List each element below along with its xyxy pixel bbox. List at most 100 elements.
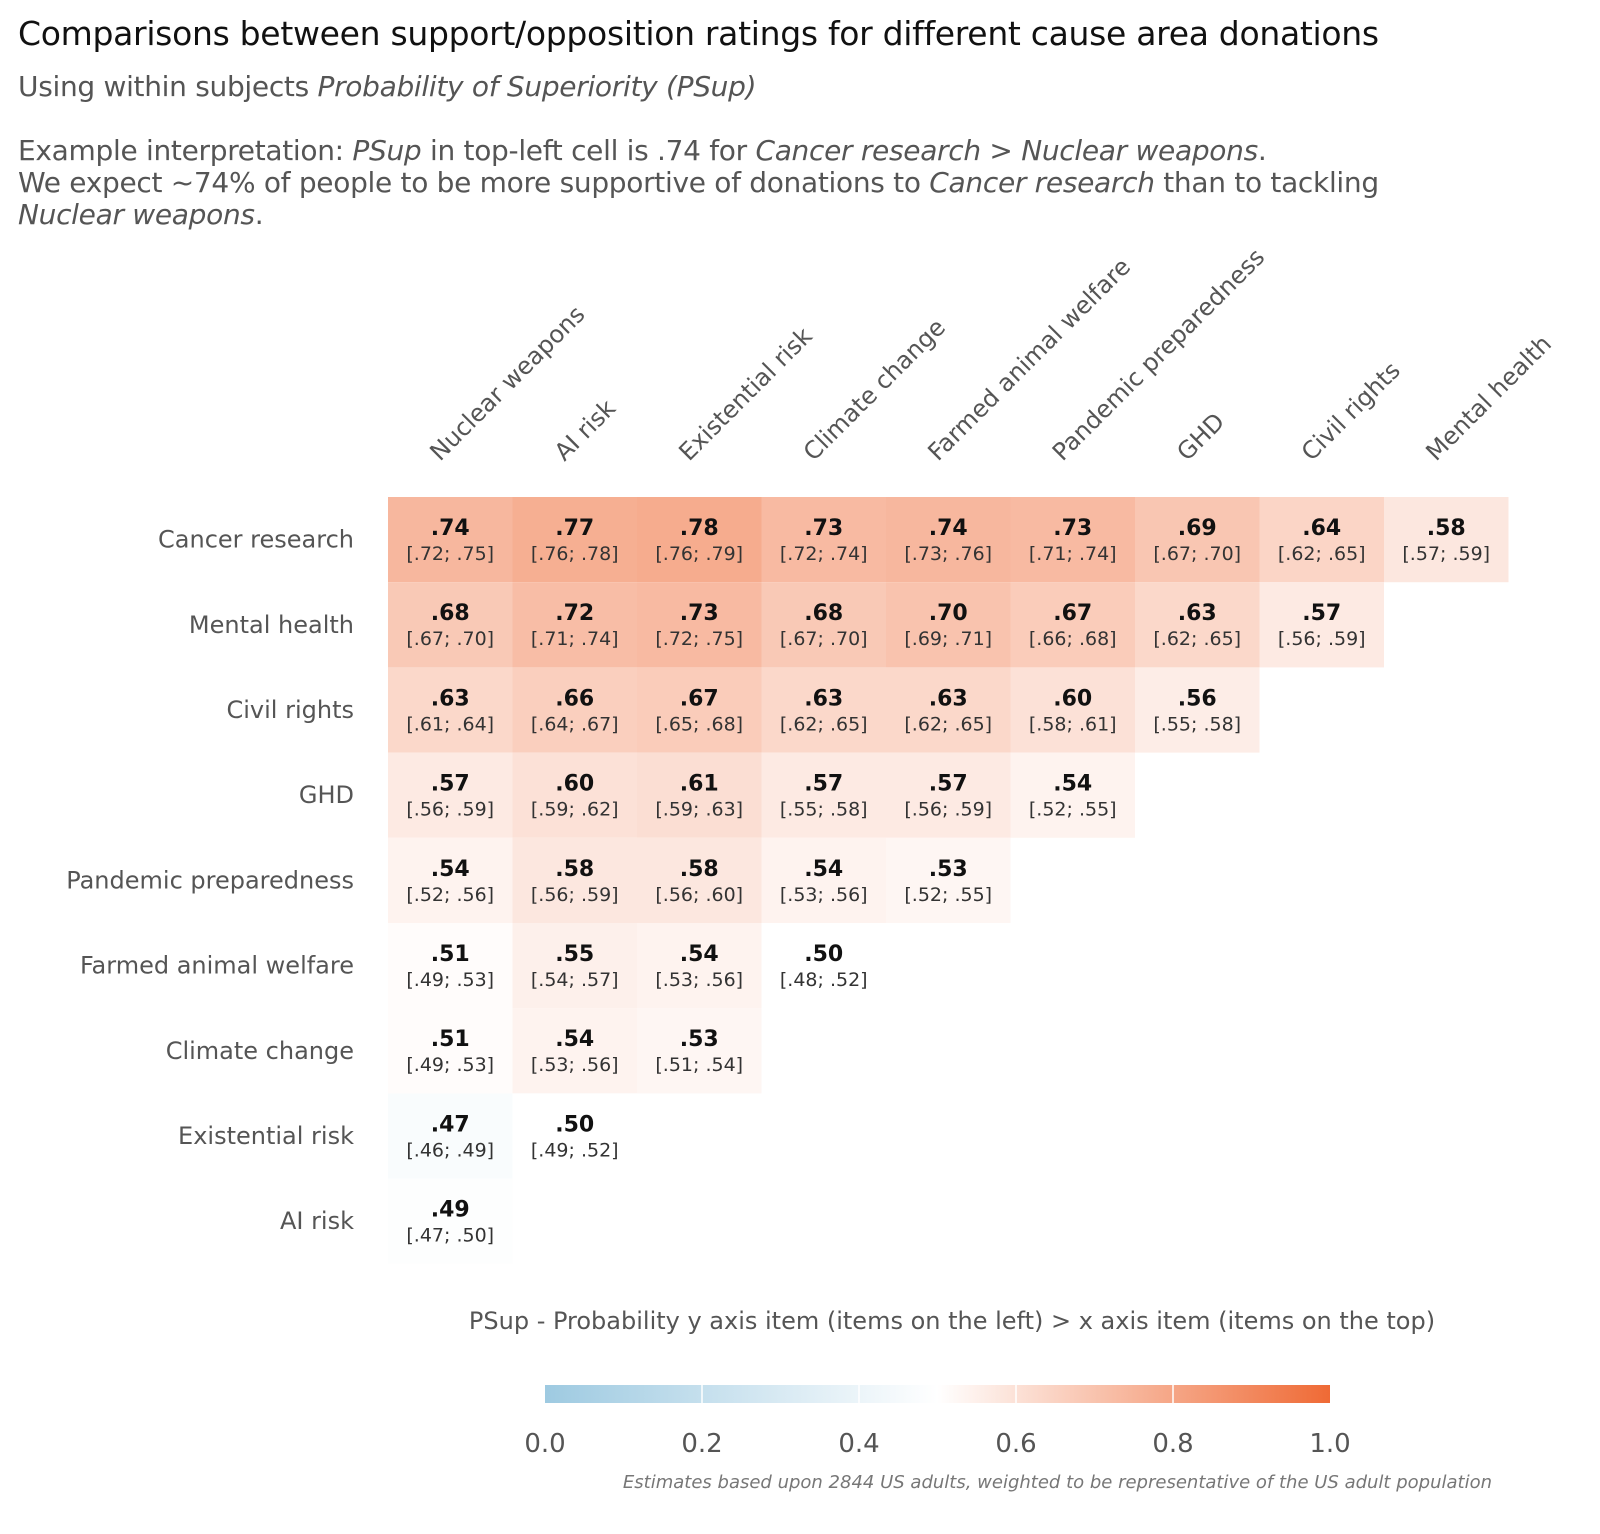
cell-value-label: .57: [1302, 601, 1341, 626]
x-axis-label: GHD: [1171, 407, 1230, 466]
cell-interval-label: [.67; .70]: [780, 628, 868, 650]
colorbar-ticks: 0.0 0.2 0.4 0.6 0.8 1.0: [524, 1385, 1351, 1459]
interpretation-note: Example interpretation: PSup in top-left…: [18, 135, 1518, 231]
cell-interval-label: [.51; .54]: [655, 1054, 743, 1076]
heatmap-cell: [388, 752, 513, 838]
cell-value-label: .74: [431, 516, 470, 541]
cell-interval-label: [.49; .52]: [531, 1139, 619, 1161]
heatmap-cell: [388, 1093, 513, 1179]
cell-interval-label: [.48; .52]: [780, 969, 868, 991]
heatmap-cell: [1135, 667, 1260, 753]
chart-title: Comparisons between support/opposition r…: [18, 14, 1379, 53]
heatmap-cell: [388, 1008, 513, 1094]
cell-interval-label: [.49; .53]: [406, 1054, 494, 1076]
cell-value-label: .60: [555, 772, 594, 797]
heatmap-cell: [761, 582, 886, 668]
cell-interval-label: [.71; .74]: [531, 628, 619, 650]
heatmap-cell: [637, 752, 762, 838]
subtitle-italic: Probability of Superiority (PSup): [317, 70, 757, 103]
cell-interval-label: [.62; .65]: [1278, 543, 1366, 565]
x-axis-label: Pandemic preparedness: [1047, 243, 1270, 466]
y-axis-label: Existential risk: [178, 1122, 354, 1150]
note-segment: PSup: [352, 134, 422, 167]
cell-interval-label: [.55; .58]: [780, 799, 868, 821]
x-axis-label: Farmed animal welfare: [922, 253, 1136, 467]
cell-interval-label: [.67; .70]: [1153, 543, 1241, 565]
cell-interval-label: [.52; .56]: [406, 884, 494, 906]
cell-interval-label: [.72; .75]: [655, 628, 743, 650]
cell-interval-label: [.47; .50]: [406, 1225, 494, 1247]
cell-interval-label: [.71; .74]: [1029, 543, 1117, 565]
footer-note: Estimates based upon 2844 US adults, wei…: [622, 1472, 1492, 1493]
cell-interval-label: [.59; .63]: [655, 799, 743, 821]
cell-value-label: .54: [555, 1027, 594, 1052]
heatmap-cells: .74[.72; .75].77[.76; .78].78[.76; .79].…: [388, 497, 1509, 1264]
cell-value-label: .73: [1053, 516, 1092, 541]
colorbar-tick-label: 0.0: [524, 1429, 565, 1459]
cell-interval-label: [.73; .76]: [904, 543, 992, 565]
cell-value-label: .58: [1427, 516, 1466, 541]
heatmap-cell: [637, 923, 762, 1009]
cell-interval-label: [.59; .62]: [531, 799, 619, 821]
cell-value-label: .55: [555, 942, 594, 967]
heatmap-cell: [761, 752, 886, 838]
colorbar-tick-label: 0.4: [838, 1429, 879, 1459]
heatmap-cell: [388, 497, 513, 583]
cell-interval-label: [.76; .78]: [531, 543, 619, 565]
cell-value-label: .51: [431, 1027, 470, 1052]
cell-interval-label: [.72; .74]: [780, 543, 868, 565]
heatmap-cell: [637, 582, 762, 668]
heatmap-cell: [1259, 497, 1384, 583]
y-axis-label: Pandemic preparedness: [66, 866, 354, 894]
colorbar-tick-label: 1.0: [1309, 1429, 1350, 1459]
cell-value-label: .51: [431, 942, 470, 967]
heatmap-cell: [1010, 582, 1135, 668]
x-axis-label: AI risk: [549, 394, 621, 466]
cell-interval-label: [.58; .61]: [1029, 713, 1117, 735]
cell-value-label: .54: [431, 857, 470, 882]
cell-interval-label: [.72; .75]: [406, 543, 494, 565]
cell-interval-label: [.64; .67]: [531, 713, 619, 735]
cell-interval-label: [.67; .70]: [406, 628, 494, 650]
cell-value-label: .73: [804, 516, 843, 541]
cell-interval-label: [.52; .55]: [1029, 799, 1117, 821]
y-axis-label: Cancer research: [158, 526, 354, 554]
cell-value-label: .78: [680, 516, 719, 541]
cell-value-label: .74: [929, 516, 968, 541]
cell-interval-label: [.52; .55]: [904, 884, 992, 906]
cell-interval-label: [.55; .58]: [1153, 713, 1241, 735]
cell-value-label: .49: [431, 1198, 470, 1223]
cell-interval-label: [.65; .68]: [655, 713, 743, 735]
y-axis-label: Farmed animal welfare: [80, 952, 354, 980]
y-axis-labels: Cancer research Mental health Civil rights…: [66, 526, 354, 1236]
note-line-3: Nuclear weapons.: [18, 199, 1518, 231]
cell-value-label: .57: [804, 772, 843, 797]
cell-value-label: .72: [555, 601, 594, 626]
cell-interval-label: [.76; .79]: [655, 543, 743, 565]
cell-interval-label: [.66; .68]: [1029, 628, 1117, 650]
note-segment: .: [254, 198, 264, 231]
cell-interval-label: [.46; .49]: [406, 1139, 494, 1161]
heatmap-cell: [512, 667, 637, 753]
cell-value-label: .70: [929, 601, 968, 626]
y-axis-label: GHD: [299, 781, 354, 809]
heatmap-cell: [388, 667, 513, 753]
cell-value-label: .60: [1053, 686, 1092, 711]
cell-value-label: .56: [1178, 686, 1217, 711]
cell-interval-label: [.54; .57]: [531, 969, 619, 991]
cell-value-label: .50: [555, 1112, 594, 1137]
heatmap-cell: [1010, 497, 1135, 583]
cell-value-label: .47: [431, 1112, 470, 1137]
y-axis-label: AI risk: [280, 1207, 354, 1235]
heatmap-cell: [1135, 582, 1260, 668]
subtitle-prefix: Using within subjects: [18, 70, 318, 103]
heatmap-cell: [512, 497, 637, 583]
heatmap-cell: [388, 837, 513, 923]
colorbar-tick-label: 0.2: [681, 1429, 722, 1459]
x-axis-label: Civil rights: [1296, 356, 1406, 466]
x-axis-label: Mental health: [1420, 330, 1557, 467]
cell-interval-label: [.53; .56]: [531, 1054, 619, 1076]
y-axis-label: Civil rights: [227, 696, 355, 724]
cell-value-label: .77: [555, 516, 594, 541]
